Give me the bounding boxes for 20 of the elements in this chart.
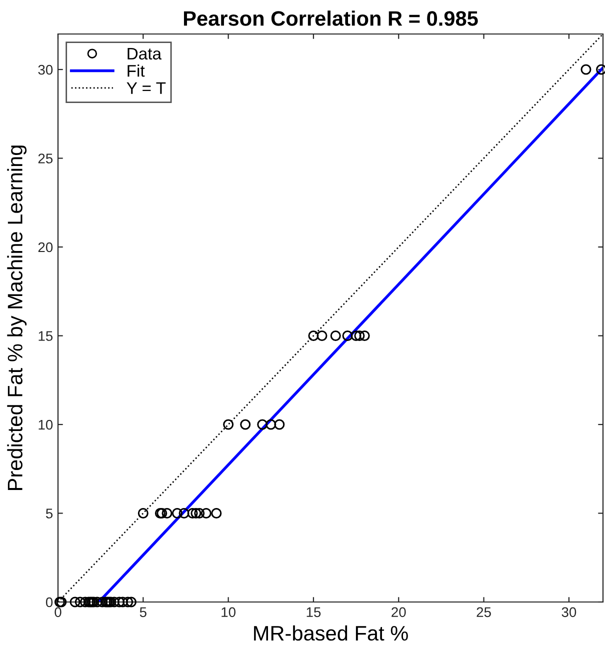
- chart-title: Pearson Correlation R = 0.985: [184, 10, 478, 26]
- legend-label: Y = T: [126, 82, 166, 94]
- x-tick-label: 0: [54, 607, 62, 618]
- x-axis-title: MR-based Fat %: [254, 625, 408, 641]
- y-tick-label: 0: [46, 597, 53, 608]
- y-tick-label: 30: [38, 64, 53, 75]
- x-tick-label: 10: [222, 607, 236, 618]
- y-tick-label: 25: [38, 154, 53, 164]
- y-tick-label: 10: [38, 420, 53, 430]
- x-tick-label: 30: [562, 607, 576, 618]
- legend-label: Data: [128, 48, 162, 60]
- x-tick-label: 15: [306, 607, 321, 618]
- y-axis-title: Predicted Fat % by Machine Learning: [7, 146, 27, 490]
- legend-label: Fit: [128, 64, 145, 77]
- y-tick-label: 20: [38, 242, 53, 252]
- y-tick-label: 15: [38, 331, 53, 341]
- x-tick-label: 5: [140, 607, 146, 618]
- x-tick-label: 25: [476, 607, 491, 618]
- x-tick-label: 20: [392, 607, 406, 618]
- y-tick-label: 5: [46, 508, 53, 518]
